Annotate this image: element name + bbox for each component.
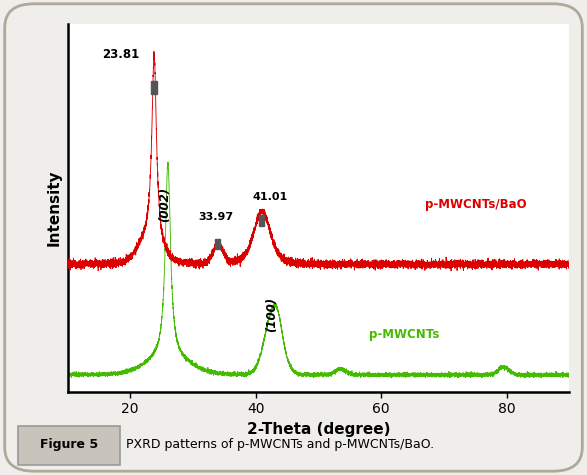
Text: 33.97: 33.97 [198,211,233,221]
X-axis label: 2-Theta (degree): 2-Theta (degree) [247,422,390,437]
Text: 23.81: 23.81 [102,48,139,61]
Bar [151,81,157,94]
Text: (002): (002) [158,187,171,222]
Text: PXRD patterns of p-MWCNTs and p-MWCNTs/BaO.: PXRD patterns of p-MWCNTs and p-MWCNTs/B… [126,437,434,451]
Text: p-MWCNTs/BaO: p-MWCNTs/BaO [425,198,527,211]
Text: p-MWCNTs: p-MWCNTs [369,328,439,341]
Bar [259,215,264,226]
Text: (100): (100) [265,297,278,332]
Bar [215,238,220,249]
FancyBboxPatch shape [18,426,120,465]
Text: Figure 5: Figure 5 [40,437,99,451]
Y-axis label: Intensity: Intensity [47,170,62,246]
Text: 41.01: 41.01 [252,192,288,202]
